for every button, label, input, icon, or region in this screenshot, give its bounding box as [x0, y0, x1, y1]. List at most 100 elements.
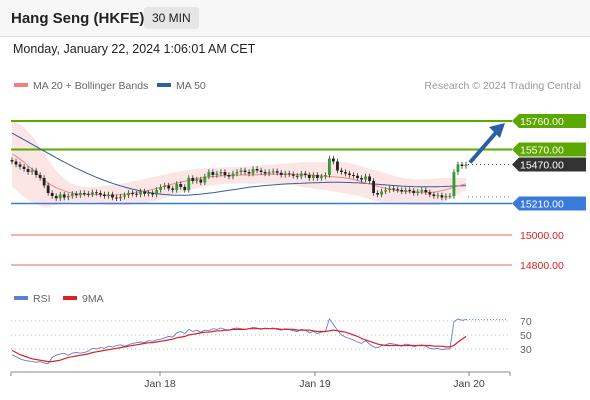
candle-body: [344, 172, 347, 174]
level-label: 15570.00: [520, 145, 564, 157]
candle-body: [440, 195, 444, 198]
instrument-title: Hang Seng (HKFE): [11, 10, 145, 27]
level-label: 15470.00: [520, 160, 564, 172]
ma9-swatch: [63, 296, 77, 301]
candle-body: [203, 176, 207, 183]
candle-body: [66, 196, 70, 198]
candle-body: [295, 175, 299, 177]
candle-body: [98, 193, 102, 195]
x-tick-label: Jan 18: [144, 378, 176, 390]
candle-body: [82, 193, 86, 194]
candle-body: [86, 193, 90, 195]
candle-body: [34, 170, 38, 175]
candle-body: [62, 194, 66, 198]
candle-body: [38, 175, 42, 178]
candle-body: [420, 190, 424, 192]
candle-body: [10, 160, 14, 162]
candle-body: [259, 170, 263, 172]
candle-body: [315, 175, 319, 178]
candle-body: [119, 196, 122, 199]
candle-body: [14, 161, 18, 165]
candle-body: [287, 173, 291, 175]
candle-body: [50, 193, 54, 196]
rsi-tick-label: 70: [520, 316, 532, 328]
candle-body: [159, 187, 163, 190]
legend-ma20-label: MA 20 + Bollinger Bands: [33, 80, 149, 92]
candle-body: [231, 173, 235, 177]
legend-9ma-label: 9MA: [82, 293, 104, 305]
level-tag: [512, 142, 586, 157]
candle-body: [195, 179, 199, 181]
candle-body: [215, 173, 219, 175]
legend-9ma: 9MA: [63, 293, 104, 305]
candle-body: [299, 173, 303, 177]
candle-body: [90, 192, 94, 195]
candle-body: [368, 176, 371, 181]
level-tag: [512, 114, 586, 128]
candle-body: [247, 172, 251, 174]
candle-body: [191, 178, 195, 181]
candle-body: [94, 192, 98, 194]
timeframe-button[interactable]: 30 MIN: [144, 7, 199, 29]
level-label: 15210.00: [520, 199, 564, 211]
candle-body: [340, 170, 343, 172]
candle-body: [267, 172, 271, 174]
candle-body: [432, 194, 436, 196]
rsi-9ma-line: [11, 328, 467, 363]
candle-body: [175, 184, 179, 190]
candle-body: [107, 194, 110, 196]
candle-body: [255, 169, 259, 171]
candle-body: [243, 170, 247, 172]
candle-body: [163, 185, 167, 187]
candle-body: [227, 175, 231, 177]
candle-body: [356, 175, 359, 178]
candle-body: [279, 172, 283, 175]
candle-body: [155, 190, 159, 195]
candle-body: [360, 178, 363, 180]
candle-body: [42, 178, 46, 186]
x-tick-label: Jan 20: [453, 378, 485, 390]
candle-body: [235, 172, 239, 174]
candle-body: [131, 193, 134, 194]
credit-text: Research © 2024 Trading Central: [424, 80, 581, 92]
candle-body: [404, 190, 408, 192]
candle-body: [307, 175, 311, 178]
candle-body: [111, 194, 114, 198]
target-arrow-head: [489, 123, 505, 138]
candle-body: [392, 188, 396, 190]
level-label: 15000.00: [520, 230, 564, 242]
candle-body: [187, 178, 191, 190]
candle-body: [311, 175, 315, 178]
candle-body: [70, 193, 74, 196]
level-label: 15760.00: [520, 116, 564, 128]
candle-body: [26, 169, 30, 172]
candle-body: [332, 158, 335, 162]
candle-body: [460, 164, 464, 166]
candle-body: [123, 195, 126, 197]
legend-rsi: RSI: [14, 293, 51, 305]
candle-body: [384, 190, 388, 192]
target-arrow-shaft: [468, 126, 502, 164]
ma20-swatch: [14, 83, 28, 88]
candle-body: [211, 172, 215, 175]
candle-body: [199, 179, 203, 183]
candle-body: [263, 172, 267, 174]
rsi-tick-label: 50: [520, 330, 532, 342]
candle-body: [424, 190, 428, 193]
candle-body: [464, 164, 468, 166]
candle-body: [291, 174, 295, 176]
candle-body: [448, 196, 452, 197]
candle-body: [127, 193, 130, 196]
candle-body: [444, 196, 448, 198]
candle-body: [183, 187, 187, 190]
ma50-line: [11, 132, 467, 196]
candle-body: [336, 161, 339, 171]
rsi-tick-label: 30: [520, 344, 532, 356]
legend-ma50: MA 50: [157, 80, 206, 92]
header-bar: Hang Seng (HKFE) 30 MIN: [0, 0, 590, 37]
candle-body: [78, 193, 82, 196]
candle-body: [58, 194, 62, 199]
candle-body: [412, 190, 416, 193]
candle-body: [139, 191, 142, 195]
candle-body: [135, 193, 138, 195]
